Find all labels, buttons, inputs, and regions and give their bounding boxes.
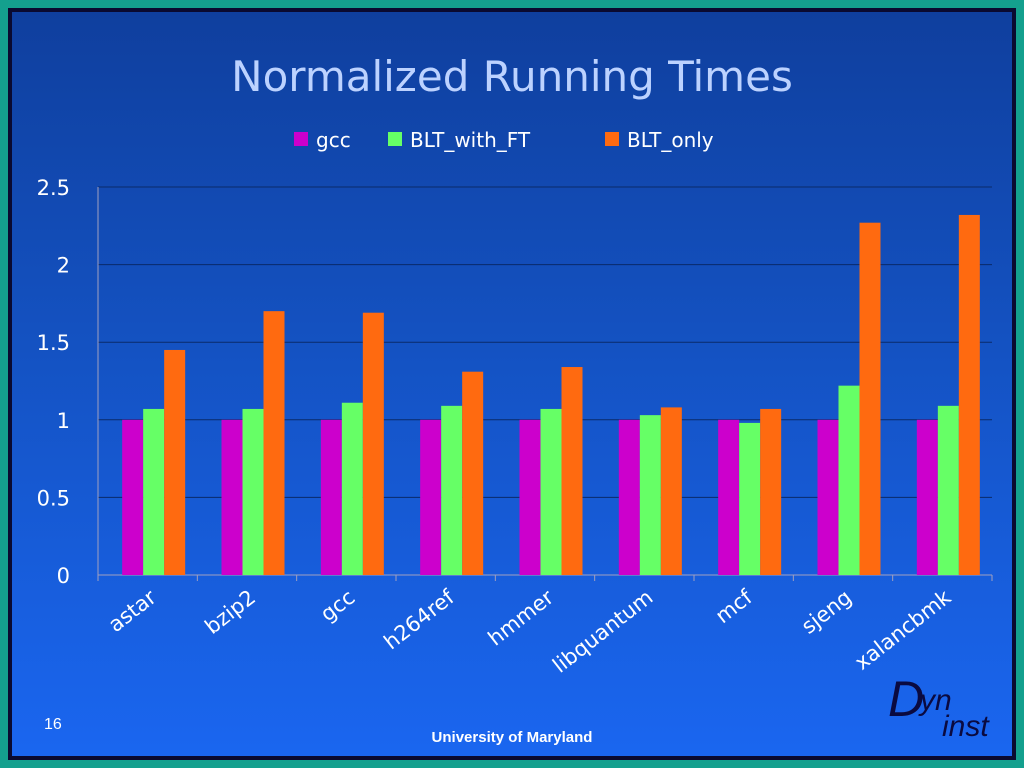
bar-gcc-h264ref xyxy=(420,419,442,575)
x-category-label: hmmer xyxy=(484,585,559,651)
x-category-label: astar xyxy=(104,585,161,637)
legend-label-gcc: gcc xyxy=(316,128,351,152)
logo-letters-yn: yn xyxy=(920,684,952,717)
bar-gcc-gcc xyxy=(320,419,342,575)
bar-BLT_with_FT-h264ref xyxy=(441,405,463,575)
y-tick-label: 0.5 xyxy=(37,486,70,510)
bar-BLT_with_FT-bzip2 xyxy=(242,408,264,575)
legend-label-BLT_only: BLT_only xyxy=(627,128,714,152)
legend-swatch-BLT_with_FT xyxy=(388,132,402,146)
y-tick-label: 2.5 xyxy=(37,176,70,200)
x-category-label: bzip2 xyxy=(200,585,260,639)
y-tick-label: 1 xyxy=(57,409,70,433)
bar-BLT_with_FT-astar xyxy=(143,408,165,575)
bar-gcc-bzip2 xyxy=(221,419,243,575)
bar-BLT_only-libquantum xyxy=(660,407,682,575)
x-category-label: gcc xyxy=(316,585,359,626)
bar-BLT_with_FT-hmmer xyxy=(540,408,562,575)
x-category-label: xalancbmk xyxy=(850,585,956,675)
bar-BLT_only-sjeng xyxy=(859,222,881,576)
y-tick-label: 0 xyxy=(57,564,70,588)
x-category-label: sjeng xyxy=(797,585,856,639)
bar-gcc-hmmer xyxy=(519,419,541,575)
legend-label-BLT_with_FT: BLT_with_FT xyxy=(410,128,531,152)
bar-BLT_only-astar xyxy=(164,349,186,575)
page-number: 16 xyxy=(44,716,62,733)
dyninst-logo: D yn inst xyxy=(880,670,1000,750)
bar-BLT_only-gcc xyxy=(362,312,384,575)
bar-gcc-mcf xyxy=(718,419,740,575)
bar-BLT_with_FT-mcf xyxy=(739,422,761,575)
bar-BLT_with_FT-gcc xyxy=(341,402,363,575)
legend-swatch-BLT_only xyxy=(605,132,619,146)
bar-BLT_with_FT-libquantum xyxy=(639,415,661,575)
bar-BLT_only-hmmer xyxy=(561,367,583,575)
logo-letter-d: D xyxy=(888,671,925,727)
x-category-label: h264ref xyxy=(379,585,459,655)
slide-title: Normalized Running Times xyxy=(231,52,793,101)
bar-BLT_with_FT-xalancbmk xyxy=(937,405,959,575)
bar-gcc-xalancbmk xyxy=(916,419,938,575)
x-category-label: mcf xyxy=(711,585,757,629)
bar-gcc-libquantum xyxy=(618,419,640,575)
y-tick-label: 1.5 xyxy=(37,331,70,355)
bar-BLT_only-h264ref xyxy=(462,371,484,575)
logo-word-inst: inst xyxy=(942,710,989,743)
bar-gcc-sjeng xyxy=(817,419,839,575)
bar-BLT_only-xalancbmk xyxy=(958,214,980,575)
bar-gcc-astar xyxy=(122,419,144,575)
x-category-label: libquantum xyxy=(548,585,657,678)
y-tick-label: 2 xyxy=(57,254,70,278)
bar-BLT_only-bzip2 xyxy=(263,311,285,575)
bar-BLT_only-mcf xyxy=(760,408,782,575)
footer-text: University of Maryland xyxy=(431,729,593,746)
legend-swatch-gcc xyxy=(294,132,308,146)
bar-BLT_with_FT-sjeng xyxy=(838,385,860,575)
